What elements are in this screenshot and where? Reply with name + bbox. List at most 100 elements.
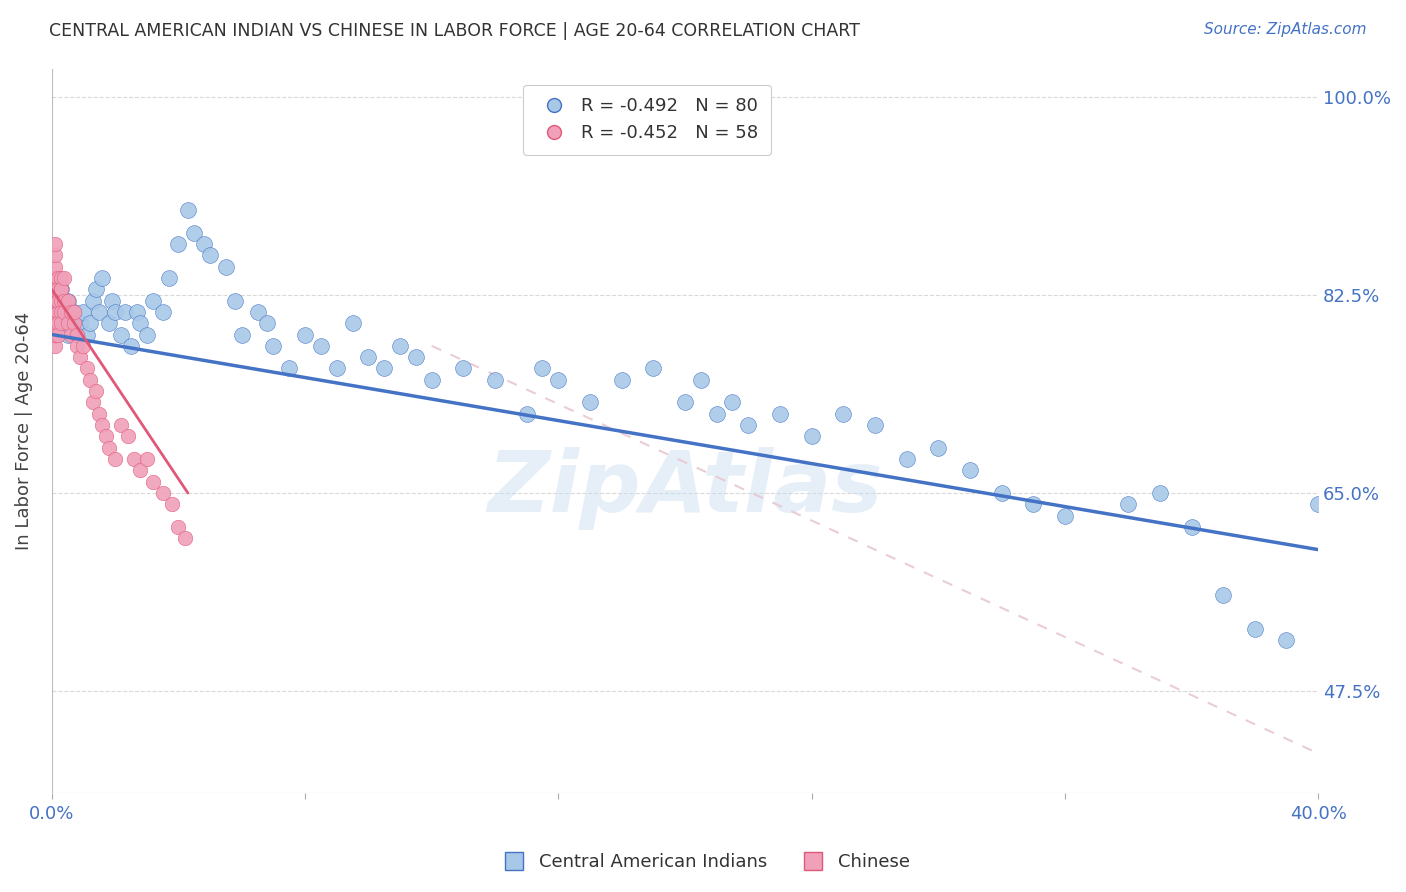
Point	[63, 305, 86, 319]
Point	[44, 248, 66, 262]
Point	[294, 327, 316, 342]
Point	[453, 361, 475, 376]
Point	[167, 520, 190, 534]
Point	[59, 316, 82, 330]
Point	[1275, 633, 1298, 648]
Point	[516, 407, 538, 421]
Point	[82, 395, 104, 409]
Legend: R = -0.492   N = 80, R = -0.452   N = 58: R = -0.492 N = 80, R = -0.452 N = 58	[523, 85, 770, 155]
Point	[122, 452, 145, 467]
Point	[72, 305, 94, 319]
Point	[79, 316, 101, 330]
Point	[94, 429, 117, 443]
Point	[673, 395, 696, 409]
Point	[46, 282, 69, 296]
Point	[46, 305, 69, 319]
Point	[1022, 497, 1045, 511]
Point	[44, 282, 66, 296]
Point	[1243, 622, 1265, 636]
Point	[110, 418, 132, 433]
Point	[59, 305, 82, 319]
Point	[56, 293, 79, 308]
Point	[1149, 486, 1171, 500]
Point	[737, 418, 759, 433]
Point	[706, 407, 728, 421]
Point	[97, 316, 120, 330]
Point	[135, 452, 157, 467]
Point	[56, 316, 79, 330]
Point	[990, 486, 1012, 500]
Y-axis label: In Labor Force | Age 20-64: In Labor Force | Age 20-64	[15, 311, 32, 549]
Point	[127, 305, 149, 319]
Point	[44, 293, 66, 308]
Point	[610, 373, 633, 387]
Point	[1053, 508, 1076, 523]
Point	[129, 316, 152, 330]
Point	[114, 305, 136, 319]
Point	[1180, 520, 1202, 534]
Point	[309, 339, 332, 353]
Point	[152, 305, 174, 319]
Point	[224, 293, 246, 308]
Point	[53, 293, 76, 308]
Point	[44, 327, 66, 342]
Point	[56, 327, 79, 342]
Point	[215, 260, 238, 274]
Point	[863, 418, 886, 433]
Point	[256, 316, 278, 330]
Point	[231, 327, 253, 342]
Point	[325, 361, 347, 376]
Point	[46, 327, 69, 342]
Point	[66, 339, 89, 353]
Point	[66, 327, 89, 342]
Point	[531, 361, 554, 376]
Point	[643, 361, 665, 376]
Point	[135, 327, 157, 342]
Point	[198, 248, 221, 262]
Point	[262, 339, 284, 353]
Point	[63, 316, 86, 330]
Point	[51, 282, 73, 296]
Point	[342, 316, 364, 330]
Point	[721, 395, 744, 409]
Point	[44, 293, 66, 308]
Point	[117, 429, 139, 443]
Point	[110, 327, 132, 342]
Point	[46, 293, 69, 308]
Point	[1308, 497, 1330, 511]
Point	[53, 305, 76, 319]
Point	[51, 316, 73, 330]
Legend: Central American Indians, Chinese: Central American Indians, Chinese	[489, 847, 917, 879]
Point	[44, 305, 66, 319]
Point	[69, 316, 91, 330]
Point	[82, 293, 104, 308]
Point	[51, 282, 73, 296]
Point	[46, 305, 69, 319]
Point	[579, 395, 602, 409]
Point	[388, 339, 411, 353]
Point	[53, 271, 76, 285]
Point	[120, 339, 142, 353]
Point	[104, 452, 127, 467]
Point	[44, 271, 66, 285]
Point	[44, 339, 66, 353]
Point	[46, 293, 69, 308]
Point	[51, 305, 73, 319]
Point	[84, 384, 107, 398]
Point	[63, 305, 86, 319]
Point	[129, 463, 152, 477]
Point	[152, 486, 174, 500]
Text: Source: ZipAtlas.com: Source: ZipAtlas.com	[1204, 22, 1367, 37]
Point	[357, 350, 380, 364]
Point	[44, 237, 66, 252]
Point	[84, 282, 107, 296]
Point	[832, 407, 855, 421]
Point	[97, 441, 120, 455]
Point	[896, 452, 918, 467]
Point	[76, 361, 98, 376]
Text: CENTRAL AMERICAN INDIAN VS CHINESE IN LABOR FORCE | AGE 20-64 CORRELATION CHART: CENTRAL AMERICAN INDIAN VS CHINESE IN LA…	[49, 22, 860, 40]
Point	[53, 316, 76, 330]
Point	[44, 316, 66, 330]
Point	[101, 293, 124, 308]
Point	[420, 373, 443, 387]
